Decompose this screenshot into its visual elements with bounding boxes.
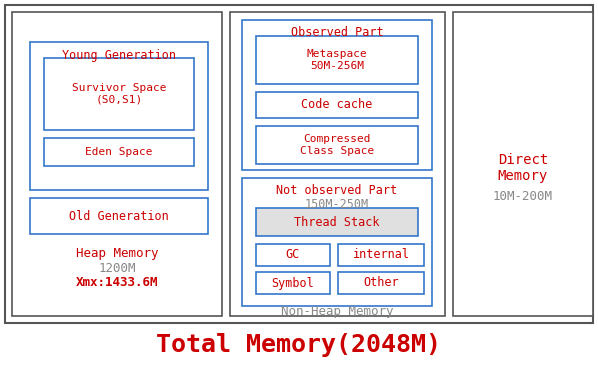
- Text: Metaspace
50M-256M: Metaspace 50M-256M: [307, 49, 367, 71]
- Text: Old Generation: Old Generation: [69, 210, 169, 223]
- Text: Other: Other: [363, 276, 399, 289]
- FancyBboxPatch shape: [5, 5, 593, 323]
- FancyBboxPatch shape: [44, 58, 194, 130]
- Text: 1200M: 1200M: [98, 261, 136, 275]
- FancyBboxPatch shape: [256, 208, 418, 236]
- Text: Symbol: Symbol: [271, 276, 315, 289]
- Text: Non-Heap Memory: Non-Heap Memory: [280, 305, 393, 319]
- FancyBboxPatch shape: [338, 272, 424, 294]
- FancyBboxPatch shape: [256, 244, 330, 266]
- Text: Survivor Space
(S0,S1): Survivor Space (S0,S1): [72, 83, 166, 105]
- Text: 150M-250M: 150M-250M: [305, 197, 369, 210]
- Text: Direct
Memory: Direct Memory: [498, 153, 548, 183]
- FancyBboxPatch shape: [30, 198, 208, 234]
- Text: Heap Memory: Heap Memory: [76, 248, 158, 260]
- FancyBboxPatch shape: [256, 272, 330, 294]
- FancyBboxPatch shape: [12, 12, 222, 316]
- FancyBboxPatch shape: [453, 12, 593, 316]
- FancyBboxPatch shape: [256, 126, 418, 164]
- FancyBboxPatch shape: [44, 138, 194, 166]
- FancyBboxPatch shape: [242, 20, 432, 170]
- Text: 10M-200M: 10M-200M: [493, 189, 553, 203]
- Text: Xmx:1433.6M: Xmx:1433.6M: [76, 276, 158, 288]
- FancyBboxPatch shape: [256, 36, 418, 84]
- Text: Observed Part: Observed Part: [291, 25, 383, 38]
- FancyBboxPatch shape: [230, 12, 445, 316]
- FancyBboxPatch shape: [338, 244, 424, 266]
- FancyBboxPatch shape: [242, 178, 432, 306]
- Text: Compressed
Class Space: Compressed Class Space: [300, 134, 374, 156]
- Text: Eden Space: Eden Space: [86, 147, 152, 157]
- Text: Young Generation: Young Generation: [62, 50, 176, 63]
- Text: Code cache: Code cache: [301, 98, 373, 112]
- Text: Thread Stack: Thread Stack: [294, 216, 380, 229]
- Text: Total Memory(2048M): Total Memory(2048M): [157, 333, 441, 357]
- FancyBboxPatch shape: [30, 42, 208, 190]
- Text: internal: internal: [352, 248, 410, 261]
- Text: Not observed Part: Not observed Part: [276, 184, 398, 197]
- Text: GC: GC: [286, 248, 300, 261]
- FancyBboxPatch shape: [256, 92, 418, 118]
